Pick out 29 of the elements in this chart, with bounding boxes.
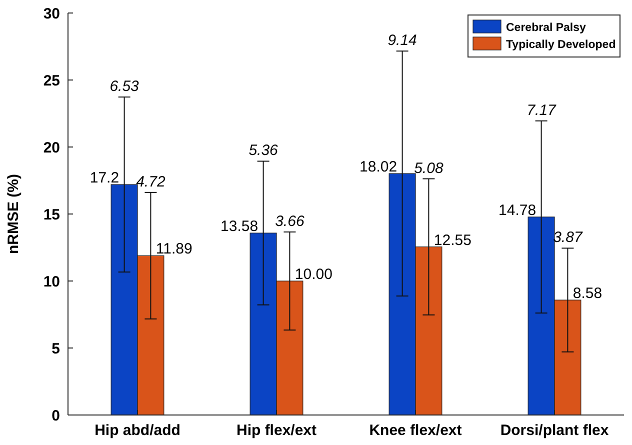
y-tick-label: 0 (52, 407, 60, 424)
annotation: 5.36 (248, 142, 279, 160)
y-tick-label: 25 (43, 72, 60, 90)
y-tick-label: 20 (43, 139, 60, 156)
legend-label: Typically Developed (506, 39, 616, 52)
data-label: 13.58 (220, 218, 258, 236)
y-tick-label: 10 (43, 273, 60, 290)
legend-label: Cerebral Palsy (506, 22, 587, 34)
annotation: 6.53 (110, 78, 140, 96)
x-tick-label: Dorsi/plant flex (500, 422, 610, 439)
y-tick-label: 30 (43, 5, 60, 22)
y-tick-label: 5 (52, 340, 60, 358)
y-axis-title: nRMSE (%) (5, 174, 22, 254)
annotation: 9.14 (388, 32, 417, 50)
data-label: 11.89 (156, 240, 192, 258)
data-label: 17.2 (90, 170, 120, 187)
x-tick-label: Knee flex/ext (369, 422, 462, 439)
data-label: 14.78 (498, 202, 536, 219)
data-label: 12.55 (434, 232, 472, 249)
annotation: 4.72 (136, 173, 166, 190)
data-label: 8.58 (572, 285, 602, 302)
y-tick-label: 15 (43, 206, 60, 224)
annotation: 5.08 (414, 160, 444, 177)
data-label: 18.02 (360, 158, 398, 176)
annotation: 7.17 (526, 102, 557, 119)
annotation: 3.66 (275, 212, 305, 230)
x-tick-label: Hip flex/ext (236, 422, 317, 439)
x-tick-label: Hip abd/add (94, 422, 180, 439)
data-label: 10.00 (294, 266, 332, 283)
